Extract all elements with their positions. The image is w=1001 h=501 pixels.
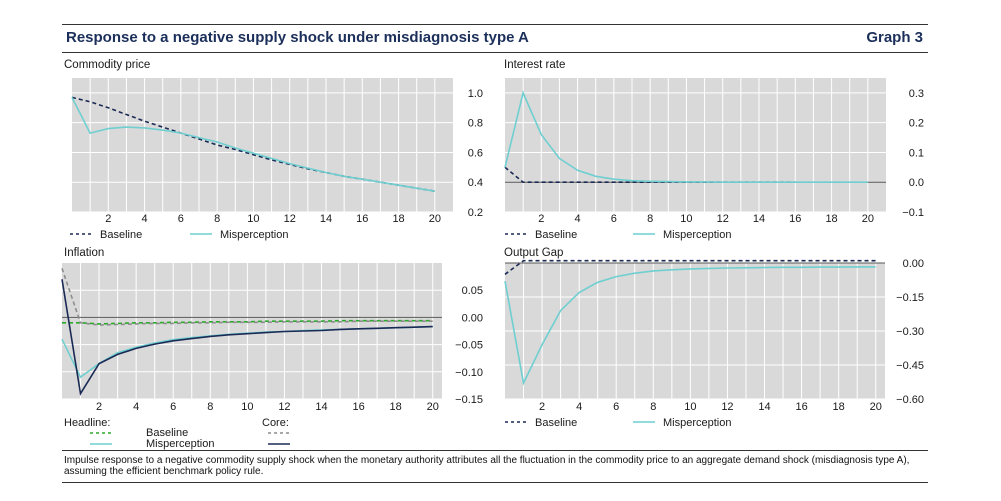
inflation-plot-area bbox=[62, 263, 442, 399]
output-y-tick-label: 0.00 bbox=[903, 258, 924, 270]
inflation-chart-title: Inflation bbox=[64, 247, 104, 259]
commodity-y-tick-label: 0.6 bbox=[468, 147, 483, 159]
inflation-y-tick-label: −0.05 bbox=[455, 340, 483, 352]
inflation-series-core-misperception bbox=[61, 279, 433, 396]
graph-number: Graph 3 bbox=[866, 29, 923, 46]
commodity-x-tick-label: 10 bbox=[247, 213, 259, 225]
commodity-chart-title: Commodity price bbox=[64, 59, 150, 71]
interest-y-tick-label: −0.1 bbox=[902, 207, 924, 219]
output-series-baseline bbox=[504, 259, 876, 275]
commodity-x-tick-label: 6 bbox=[178, 213, 184, 225]
inflation-x-tick-label: 20 bbox=[427, 401, 439, 413]
interest-x-tick-label: 14 bbox=[753, 213, 765, 225]
output-x-tick-label: 6 bbox=[613, 401, 619, 413]
inflation-x-tick-label: 6 bbox=[170, 401, 176, 413]
inflation-x-tick-label: 8 bbox=[207, 401, 213, 413]
title-rule bbox=[62, 52, 928, 53]
output-x-tick-label: 20 bbox=[870, 401, 882, 413]
output-x-tick-label: 2 bbox=[539, 401, 545, 413]
output-x-tick-label: 18 bbox=[833, 401, 845, 413]
interest-y-tick-label: 0.1 bbox=[909, 147, 924, 159]
interest-x-tick-label: 8 bbox=[647, 213, 653, 225]
interest-chart-title: Interest rate bbox=[504, 59, 565, 71]
commodity-y-tick-label: 0.2 bbox=[468, 207, 483, 219]
commodity-y-tick-label: 0.4 bbox=[468, 177, 483, 189]
inflation-y-tick-label: −0.10 bbox=[455, 367, 483, 379]
output-y-tick-label: −0.15 bbox=[896, 292, 924, 304]
interest-y-tick-label: 0.3 bbox=[909, 88, 924, 100]
commodity-x-tick-label: 14 bbox=[320, 213, 332, 225]
commodity-legend-misperception-label: Misperception bbox=[220, 229, 288, 241]
output-x-tick-label: 16 bbox=[795, 401, 807, 413]
footnote: Impulse response to a negative commodity… bbox=[64, 455, 910, 477]
interest-x-tick-label: 20 bbox=[862, 213, 874, 225]
inflation-x-tick-label: 12 bbox=[278, 401, 290, 413]
inflation-legend-baseline-label: Baseline bbox=[146, 427, 188, 439]
bottom-rule bbox=[62, 482, 928, 483]
interest-y-tick-label: 0.0 bbox=[909, 177, 924, 189]
commodity-x-tick-label: 18 bbox=[392, 213, 404, 225]
inflation-y-tick-label: −0.15 bbox=[455, 394, 483, 406]
interest-plot-area bbox=[505, 78, 886, 212]
inflation-y-tick-label: 0.00 bbox=[462, 312, 483, 324]
output-legend-baseline-label: Baseline bbox=[535, 417, 577, 429]
commodity-y-tick-label: 1.0 bbox=[468, 88, 483, 100]
inflation-x-tick-label: 14 bbox=[315, 401, 327, 413]
commodity-x-tick-label: 2 bbox=[105, 213, 111, 225]
output-y-tick-label: −0.30 bbox=[896, 326, 924, 338]
output-x-tick-label: 14 bbox=[758, 401, 770, 413]
inflation-x-tick-label: 4 bbox=[133, 401, 139, 413]
inflation-legend-core-heading: Core: bbox=[262, 417, 289, 429]
top-rule bbox=[62, 24, 928, 25]
inflation-legend-headline-heading: Headline: bbox=[64, 417, 110, 429]
output-series-misperception bbox=[504, 266, 876, 386]
commodity-plot-area bbox=[72, 78, 453, 212]
output-y-tick-label: −0.45 bbox=[896, 360, 924, 372]
commodity-legend-baseline-label: Baseline bbox=[100, 229, 142, 241]
interest-x-tick-label: 6 bbox=[611, 213, 617, 225]
graph-title: Response to a negative supply shock unde… bbox=[66, 29, 529, 46]
interest-legend-baseline-label: Baseline bbox=[535, 229, 577, 241]
inflation-x-tick-label: 10 bbox=[241, 401, 253, 413]
interest-x-tick-label: 2 bbox=[538, 213, 544, 225]
footnote-rule bbox=[62, 450, 928, 451]
output-y-tick-label: −0.60 bbox=[896, 394, 924, 406]
interest-y-tick-label: 0.2 bbox=[909, 118, 924, 130]
output-chart-title: Output Gap bbox=[504, 247, 563, 259]
output-x-tick-label: 4 bbox=[576, 401, 582, 413]
interest-x-tick-label: 12 bbox=[717, 213, 729, 225]
commodity-y-tick-label: 0.8 bbox=[468, 118, 483, 130]
interest-x-tick-label: 10 bbox=[680, 213, 692, 225]
commodity-x-tick-label: 12 bbox=[284, 213, 296, 225]
commodity-series-baseline bbox=[71, 96, 436, 192]
interest-x-tick-label: 18 bbox=[825, 213, 837, 225]
commodity-x-tick-label: 20 bbox=[429, 213, 441, 225]
output-x-tick-label: 8 bbox=[650, 401, 656, 413]
interest-x-tick-label: 16 bbox=[789, 213, 801, 225]
commodity-x-tick-label: 4 bbox=[142, 213, 148, 225]
inflation-x-tick-label: 18 bbox=[390, 401, 402, 413]
commodity-series-misperception bbox=[71, 97, 436, 192]
output-x-tick-label: 10 bbox=[684, 401, 696, 413]
commodity-x-tick-label: 16 bbox=[356, 213, 368, 225]
inflation-x-tick-label: 2 bbox=[96, 401, 102, 413]
interest-series-misperception bbox=[504, 90, 868, 183]
inflation-legend-misperception-label: Misperception bbox=[146, 438, 214, 450]
interest-legend-misperception-label: Misperception bbox=[663, 229, 731, 241]
output-legend-misperception-label: Misperception bbox=[663, 417, 731, 429]
inflation-series-core-baseline bbox=[61, 268, 433, 326]
inflation-x-tick-label: 16 bbox=[352, 401, 364, 413]
inflation-y-tick-label: 0.05 bbox=[462, 285, 483, 297]
output-x-tick-label: 12 bbox=[721, 401, 733, 413]
commodity-x-tick-label: 8 bbox=[214, 213, 220, 225]
interest-x-tick-label: 4 bbox=[575, 213, 581, 225]
